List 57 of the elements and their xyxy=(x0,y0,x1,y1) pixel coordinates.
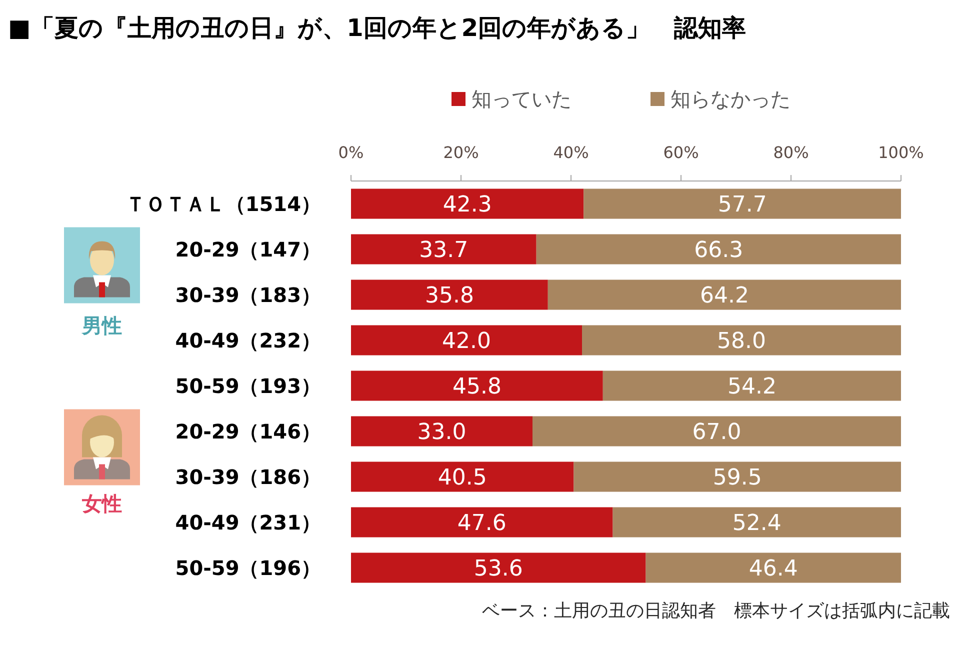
bar xyxy=(351,462,574,492)
legend-label: 知っていた xyxy=(472,87,572,112)
bar xyxy=(612,507,901,538)
x-tick-label: 20% xyxy=(443,143,479,162)
bar xyxy=(536,234,901,264)
y-tick-label: 20-29（146） xyxy=(175,419,321,444)
bar xyxy=(351,325,582,356)
y-tick-label: 20-29（147） xyxy=(175,237,321,262)
legend-label: 知らなかった xyxy=(670,87,790,112)
data-label: 42.0 xyxy=(442,329,491,354)
data-label: 66.3 xyxy=(694,238,744,264)
x-tick-label: 40% xyxy=(553,143,589,162)
chart-title: ■「夏の『土用の丑の日』が、1回の年と2回の年がある」 認知率 xyxy=(8,14,746,42)
data-label: 67.0 xyxy=(692,420,742,446)
x-tick-label: 100% xyxy=(878,143,924,162)
bar xyxy=(351,507,613,538)
data-label: 52.4 xyxy=(732,511,782,536)
bar xyxy=(351,188,584,219)
bar xyxy=(646,552,901,583)
data-label: 54.2 xyxy=(727,374,776,400)
text: 女性 xyxy=(81,491,122,516)
data-label: 40.5 xyxy=(438,466,487,491)
bar xyxy=(351,234,536,264)
y-tick-label: 40-49（231） xyxy=(175,510,321,534)
y-tick-label: 40-49（232） xyxy=(175,328,321,352)
data-label: 64.2 xyxy=(700,284,749,309)
text: 男性 xyxy=(81,313,122,338)
text: ベース：土用の丑の日認知者 標本サイズは括弧内に記載 xyxy=(482,600,950,622)
bar xyxy=(584,188,901,219)
bar xyxy=(548,280,901,310)
bar xyxy=(602,370,901,401)
data-label: 33.0 xyxy=(417,420,466,446)
bar xyxy=(574,462,901,492)
x-tick-label: 0% xyxy=(338,143,364,162)
x-tick-label: 60% xyxy=(663,143,699,162)
y-tick-label: 30-39（183） xyxy=(175,282,321,307)
y-tick-label: 30-39（186） xyxy=(175,464,321,489)
data-label: 33.7 xyxy=(419,238,468,264)
bar xyxy=(351,280,548,310)
data-label: 47.6 xyxy=(457,511,506,536)
data-label: 57.7 xyxy=(718,192,767,218)
data-label: 45.8 xyxy=(452,374,502,400)
bar xyxy=(351,370,603,401)
y-tick-label: 50-59（196） xyxy=(175,556,321,580)
y-tick-label: ＴＯＴＡＬ（1514） xyxy=(125,192,321,216)
x-tick-label: 80% xyxy=(773,143,809,162)
bar xyxy=(532,416,901,446)
bar xyxy=(582,325,901,356)
data-label: 46.4 xyxy=(748,556,798,582)
data-label: 42.3 xyxy=(442,192,492,218)
data-label: 53.6 xyxy=(474,556,523,582)
data-label: 35.8 xyxy=(424,284,474,309)
bar xyxy=(351,552,646,583)
y-tick-label: 50-59（193） xyxy=(175,374,321,398)
data-label: 59.5 xyxy=(712,466,762,491)
data-label: 58.0 xyxy=(717,329,766,354)
bar xyxy=(351,416,532,446)
